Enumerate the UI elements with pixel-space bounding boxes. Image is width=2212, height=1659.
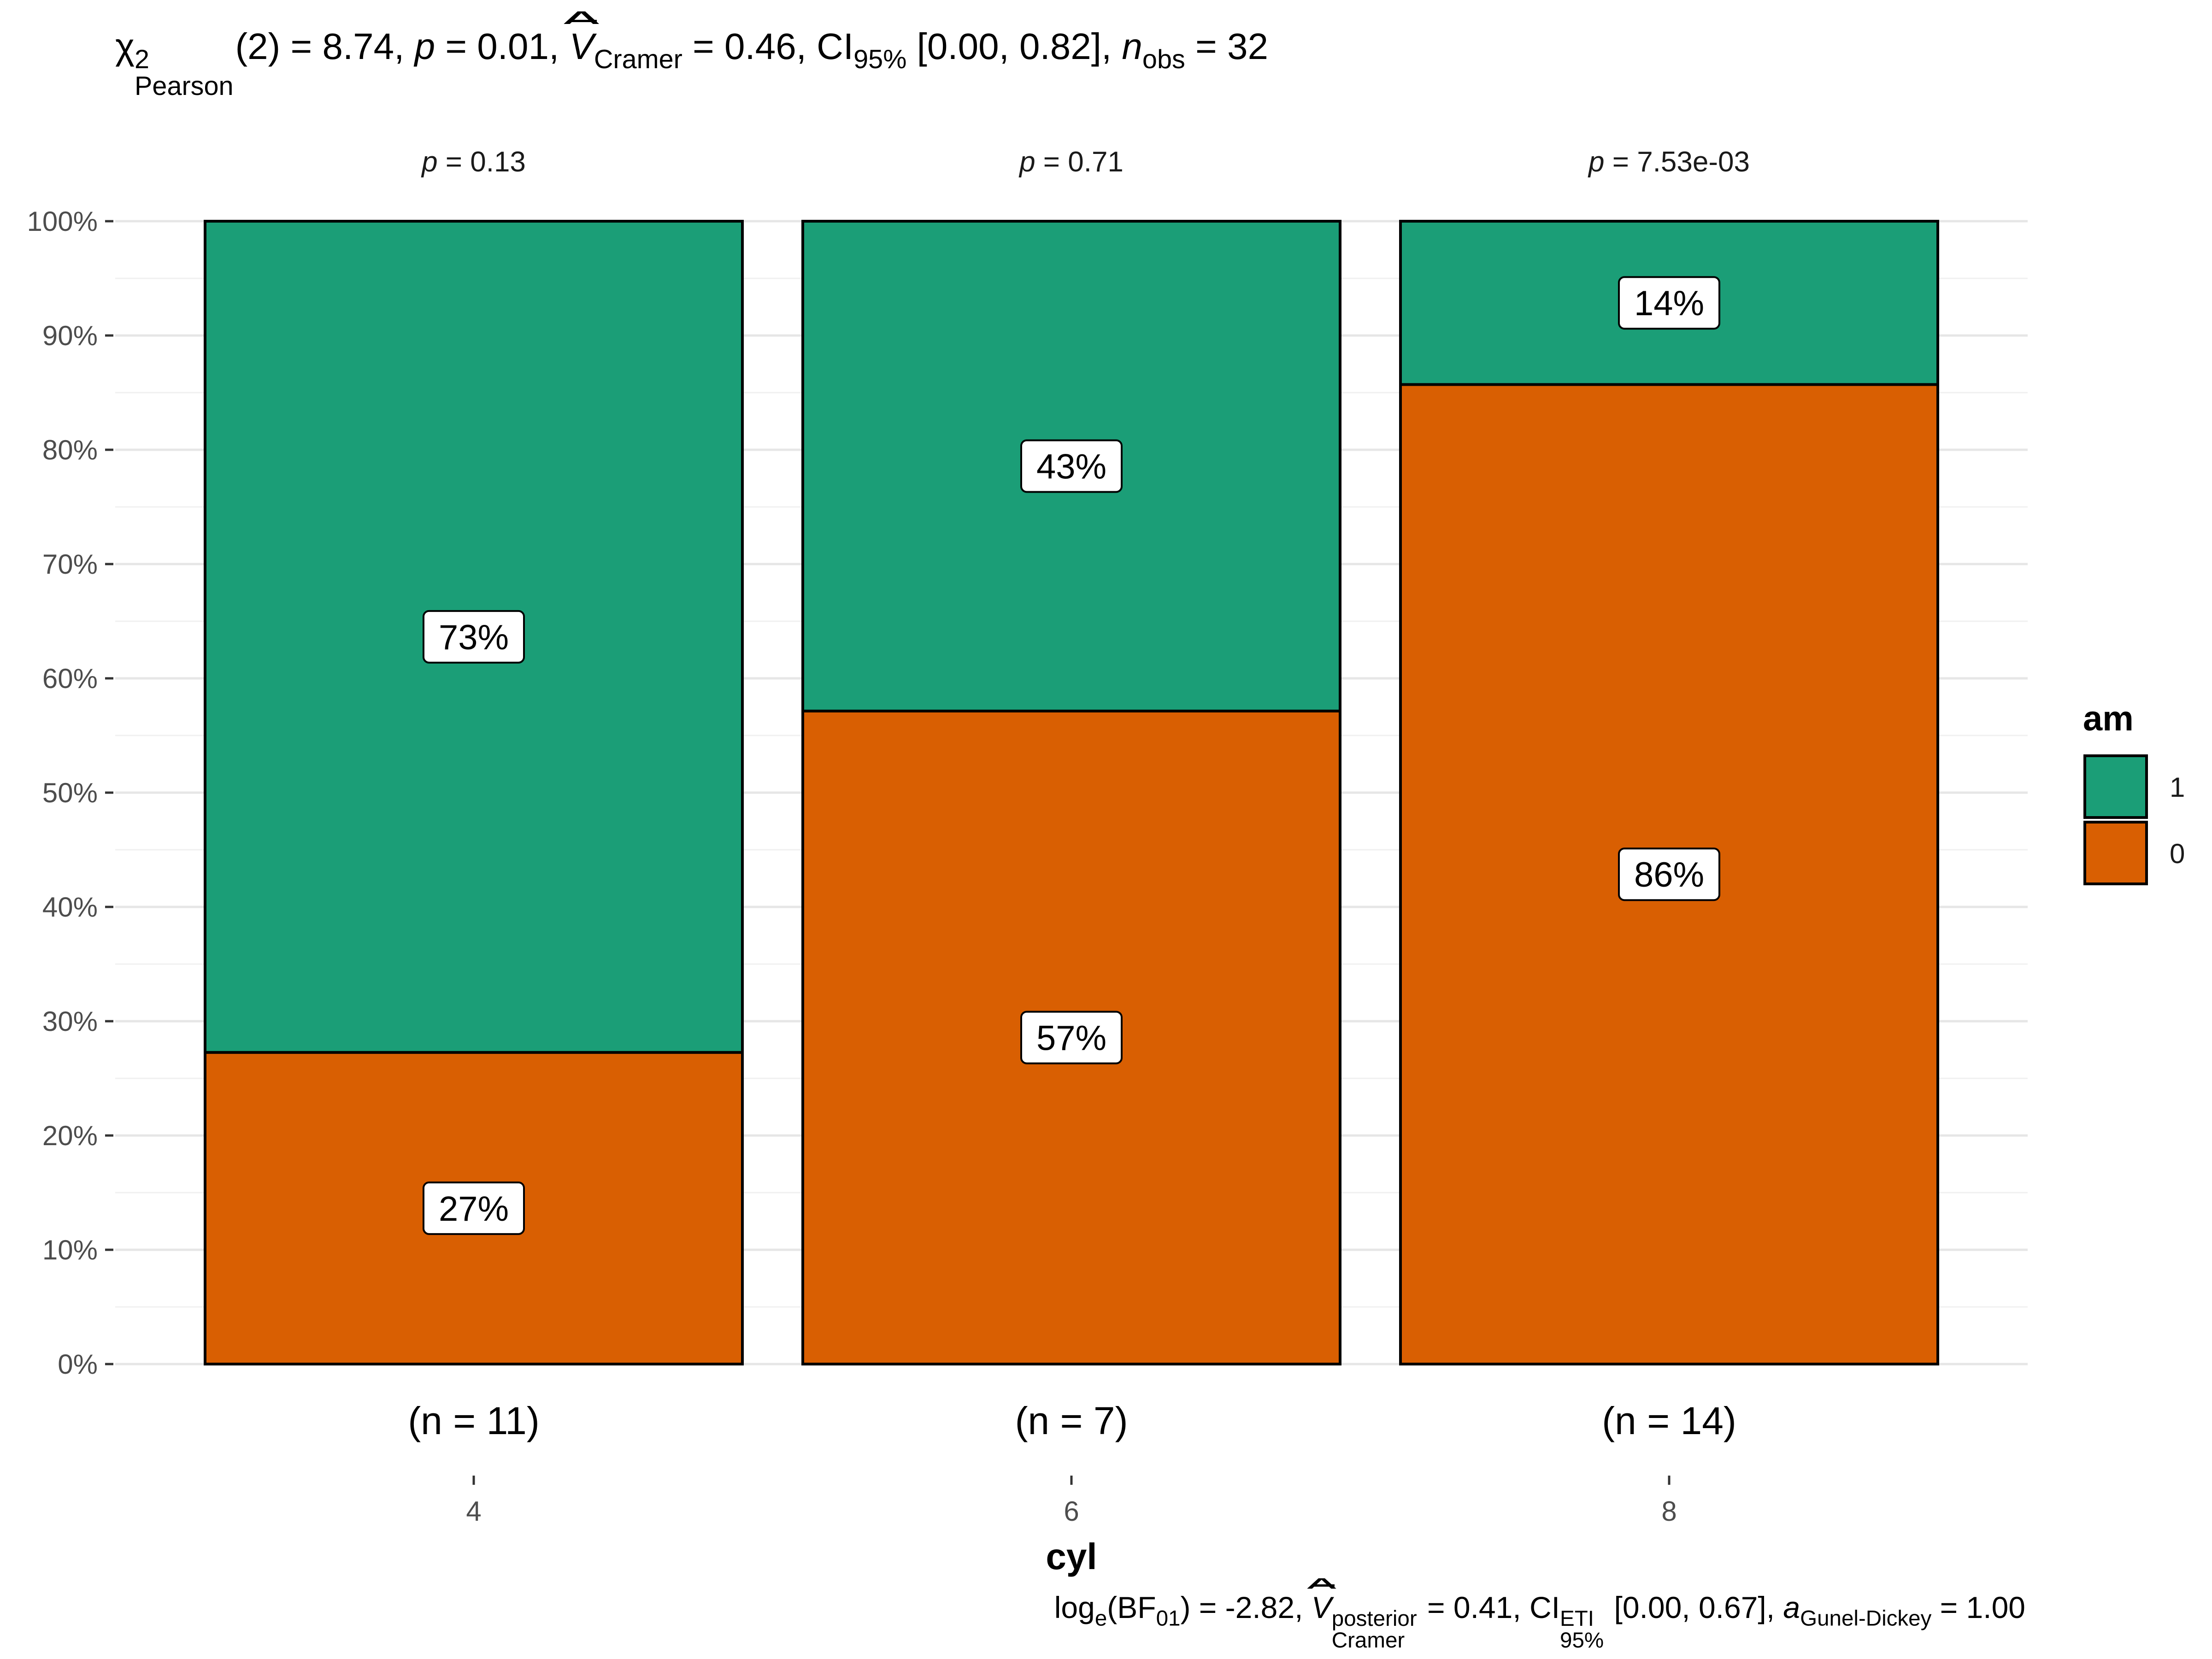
x-tick-label: 6 [1064, 1496, 1079, 1527]
x-tick-label: 4 [466, 1496, 481, 1527]
y-tick-label: 100% [27, 206, 98, 237]
data-label: 14% [1634, 284, 1704, 323]
y-tick-label: 50% [42, 777, 98, 808]
y-tick-label: 40% [42, 892, 98, 923]
y-tick-label: 70% [42, 549, 98, 580]
data-label-box [423, 1181, 525, 1235]
data-label: 86% [1634, 855, 1704, 894]
count-label: (n = 7) [1015, 1399, 1128, 1442]
data-label: 73% [439, 618, 509, 657]
legend-swatch-am0 [2083, 821, 2148, 885]
data-label: 43% [1036, 447, 1106, 486]
x-axis-title: cyl [1046, 1536, 1097, 1577]
facet-p-value: p = 0.13 [421, 146, 526, 178]
y-tick-label: 0% [58, 1349, 98, 1380]
facet-p-value: p = 0.71 [1018, 146, 1124, 178]
y-tick-label: 80% [42, 435, 98, 465]
x-tick-label: 8 [1661, 1496, 1677, 1527]
legend-label: 0 [2170, 838, 2185, 869]
y-tick-label: 90% [42, 320, 98, 351]
chart-caption: loge(BF01) = -2.82, VposteriorCramer = 0… [1054, 1584, 2025, 1652]
legend-swatch-am1 [2083, 754, 2148, 819]
count-label: (n = 14) [1602, 1399, 1736, 1442]
data-label-box [1618, 276, 1720, 330]
data-label: 27% [439, 1189, 509, 1229]
legend-title: am [2083, 699, 2134, 738]
y-tick-label: 20% [42, 1120, 98, 1151]
count-label: (n = 11) [408, 1399, 540, 1442]
legend-label: 1 [2170, 772, 2185, 803]
data-label-box [1020, 1011, 1123, 1065]
data-label-box [423, 610, 525, 664]
y-tick-label: 10% [42, 1235, 98, 1265]
data-label-box [1618, 847, 1720, 901]
y-tick-label: 30% [42, 1006, 98, 1037]
facet-p-value: p = 7.53e-03 [1588, 146, 1750, 178]
data-label-box [1020, 439, 1123, 493]
y-tick-label: 60% [42, 663, 98, 694]
data-label: 57% [1036, 1018, 1106, 1058]
